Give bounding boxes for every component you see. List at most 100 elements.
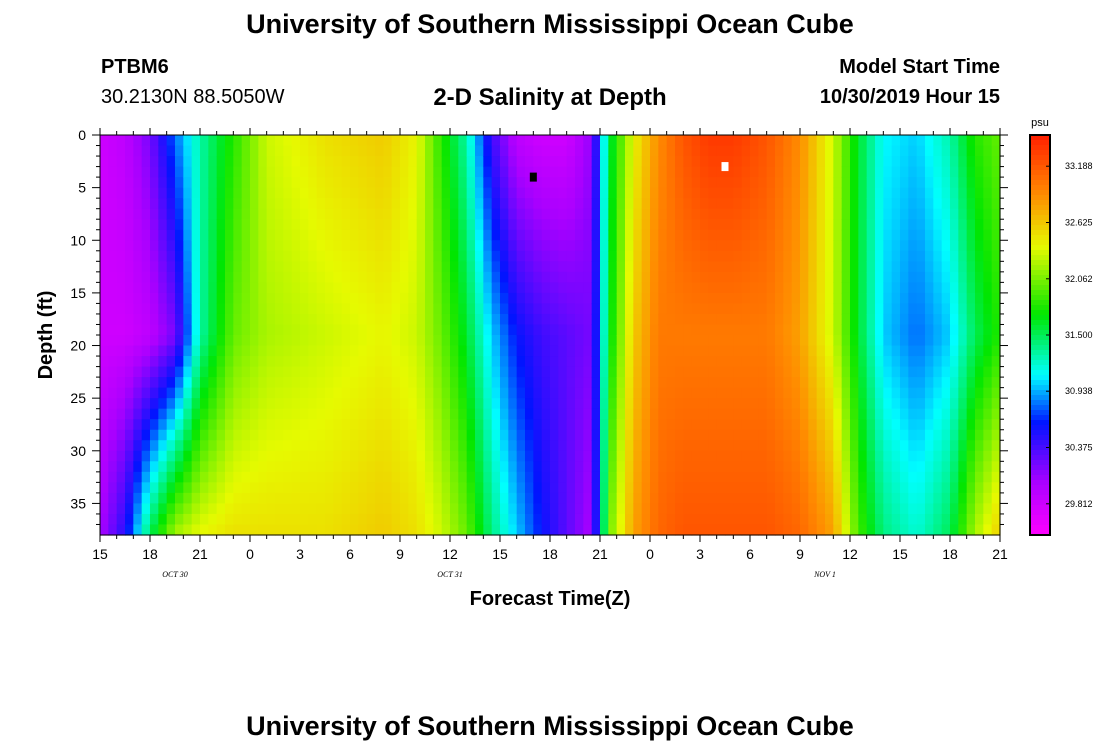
heatmap-cell	[600, 482, 609, 494]
heatmap-cell	[458, 335, 468, 347]
heatmap-cell	[825, 229, 834, 241]
heatmap-cell	[116, 345, 126, 357]
heatmap-cell	[116, 250, 126, 262]
heatmap-cell	[208, 440, 218, 452]
heatmap-cell	[916, 261, 926, 273]
heatmap-cell	[816, 261, 826, 273]
heatmap-cell	[883, 271, 893, 283]
heatmap-cell	[916, 292, 926, 305]
heatmap-cell	[733, 145, 743, 157]
heatmap-cell	[866, 408, 876, 420]
heatmap-cell	[883, 261, 893, 273]
heatmap-cell	[341, 261, 351, 273]
heatmap-cell	[516, 135, 526, 147]
heatmap-cell	[500, 345, 509, 357]
heatmap-cell	[141, 482, 151, 494]
heatmap-cell	[925, 303, 934, 315]
colorbar-swatch	[1030, 285, 1050, 291]
heatmap-cell	[175, 198, 184, 210]
heatmap-cell	[283, 303, 293, 315]
heatmap-cell	[608, 429, 618, 441]
heatmap-cell	[866, 366, 876, 378]
heatmap-cell	[800, 313, 809, 326]
heatmap-cell	[733, 335, 743, 347]
heatmap-cell	[825, 408, 834, 420]
heatmap-cell	[816, 366, 826, 378]
heatmap-cell	[266, 440, 276, 452]
heatmap-cell	[616, 471, 626, 483]
heatmap-cell	[233, 282, 243, 294]
heatmap-cell	[225, 419, 234, 431]
heatmap-cell	[991, 524, 1001, 536]
heatmap-cell	[350, 387, 359, 399]
heatmap-cell	[750, 377, 759, 389]
heatmap-cell	[166, 250, 176, 262]
heatmap-cell	[358, 292, 368, 305]
heatmap-cell	[258, 366, 268, 378]
heatmap-cell	[125, 345, 134, 357]
heatmap-cell	[508, 250, 518, 262]
heatmap-cell	[108, 356, 118, 368]
heatmap-cell	[216, 324, 226, 336]
heatmap-cell	[366, 335, 376, 347]
heatmap-cell	[708, 503, 718, 515]
heatmap-cell	[191, 492, 201, 505]
heatmap-cell	[508, 503, 518, 515]
heatmap-cell	[808, 145, 818, 157]
heatmap-cell	[325, 208, 334, 220]
heatmap-cell	[466, 261, 476, 273]
heatmap-cell	[416, 292, 426, 305]
heatmap-cell	[383, 261, 393, 273]
heatmap-cell	[150, 261, 159, 273]
heatmap-cell	[158, 366, 168, 378]
heatmap-cell	[475, 471, 484, 483]
heatmap-cell	[241, 366, 251, 378]
heatmap-cell	[458, 377, 468, 389]
heatmap-cell	[241, 471, 251, 483]
heatmap-cell	[733, 366, 743, 378]
heatmap-cell	[525, 450, 534, 462]
heatmap-cell	[108, 461, 118, 473]
heatmap-cell	[816, 377, 826, 389]
heatmap-cell	[725, 303, 734, 315]
heatmap-cell	[250, 219, 259, 231]
heatmap-cell	[325, 419, 334, 431]
heatmap-cell	[833, 145, 843, 157]
heatmap-cell	[383, 345, 393, 357]
heatmap-cell	[741, 156, 751, 168]
heatmap-cell	[350, 513, 359, 526]
heatmap-cell	[641, 377, 651, 389]
heatmap-cell	[100, 261, 109, 273]
heatmap-cell	[908, 271, 918, 283]
heatmap-cell	[875, 503, 884, 515]
heatmap-cell	[433, 240, 443, 252]
heatmap-cell	[825, 198, 834, 210]
colorbar-swatch	[1030, 445, 1050, 451]
heatmap-cell	[616, 503, 626, 515]
heatmap-cell	[266, 292, 276, 305]
heatmap-cell	[300, 377, 309, 389]
heatmap-cell	[100, 219, 109, 231]
heatmap-cell	[316, 250, 326, 262]
heatmap-cell	[475, 250, 484, 262]
heatmap-cell	[408, 313, 418, 326]
heatmap-cell	[891, 387, 901, 399]
heatmap-cell	[858, 198, 868, 210]
heatmap-cell	[616, 366, 626, 378]
heatmap-cell	[275, 387, 284, 399]
colorbar-swatch	[1030, 395, 1050, 401]
heatmap-cell	[933, 356, 943, 368]
heatmap-cell	[333, 503, 343, 515]
heatmap-cell	[383, 440, 393, 452]
heatmap-cell	[858, 377, 868, 389]
heatmap-cell	[441, 356, 451, 368]
heatmap-cell	[241, 271, 251, 283]
heatmap-cell	[208, 482, 218, 494]
heatmap-cell	[975, 356, 984, 368]
heatmap-cell	[491, 503, 501, 515]
heatmap-cell	[650, 261, 659, 273]
heatmap-cell	[591, 261, 601, 273]
heatmap-cell	[225, 313, 234, 326]
heatmap-cell	[891, 187, 901, 199]
heatmap-cell	[383, 292, 393, 305]
